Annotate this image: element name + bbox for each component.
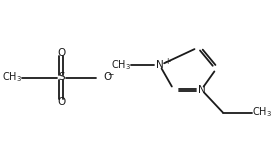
Text: O: O <box>103 73 112 82</box>
Text: CH$_3$: CH$_3$ <box>252 106 272 119</box>
Text: S: S <box>58 73 65 82</box>
Text: N: N <box>156 60 164 70</box>
Text: −: − <box>107 70 113 79</box>
Text: O: O <box>57 97 65 107</box>
Text: O: O <box>57 48 65 58</box>
Text: CH$_3$: CH$_3$ <box>111 58 131 72</box>
Text: CH$_3$: CH$_3$ <box>2 71 22 84</box>
Text: N: N <box>198 85 205 95</box>
Text: +: + <box>164 57 171 66</box>
